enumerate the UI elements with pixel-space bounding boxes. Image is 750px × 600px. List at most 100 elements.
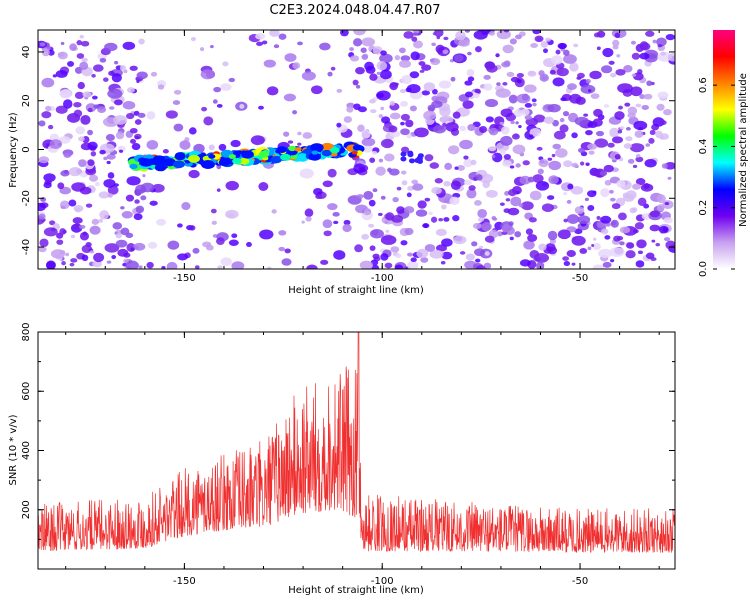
- heatmap-cell: [60, 170, 70, 177]
- heatmap-cell: [532, 102, 537, 107]
- heatmap-cell: [459, 251, 466, 255]
- heatmap-cell: [146, 261, 154, 269]
- heatmap-cell: [567, 214, 580, 224]
- heatmap-cell: [89, 174, 99, 182]
- heatmap-cell: [430, 216, 438, 223]
- heatmap-cell: [450, 76, 456, 82]
- heatmap-cell: [611, 203, 621, 210]
- heatmap-cell: [122, 41, 136, 50]
- heatmap-cell: [97, 106, 107, 113]
- heatmap-cell: [665, 33, 675, 41]
- heatmap-cell: [91, 95, 98, 100]
- heatmap-cell: [555, 148, 568, 158]
- heatmap-cell: [375, 166, 386, 176]
- heatmap-cell: [372, 253, 380, 259]
- heatmap-cell: [104, 243, 120, 253]
- heatmap-cell: [146, 140, 159, 150]
- heatmap-cell: [343, 116, 353, 123]
- heatmap-cell: [436, 35, 441, 40]
- heatmap-cell: [624, 102, 631, 107]
- heatmap-cell: [165, 110, 178, 119]
- heatmap-cell: [63, 152, 72, 158]
- heatmap-cell: [625, 126, 631, 131]
- heatmap-cell: [194, 265, 200, 269]
- heatmap-cell: [501, 126, 510, 135]
- heatmap-cell: [643, 93, 653, 100]
- heatmap-cell: [103, 77, 109, 82]
- x-tick-label: -100: [371, 576, 394, 587]
- heatmap-cell: [499, 202, 505, 206]
- heatmap-cell: [431, 100, 443, 108]
- heatmap-cell: [65, 252, 70, 257]
- heatmap-cell: [566, 226, 577, 233]
- heatmap-cell: [181, 202, 191, 211]
- heatmap-cell: [429, 249, 444, 259]
- heatmap-cell: [517, 79, 522, 84]
- heatmap-cell: [562, 111, 570, 117]
- heatmap-cell: [173, 89, 182, 95]
- heatmap-cell: [459, 139, 473, 150]
- heatmap-cell: [400, 170, 407, 175]
- heatmap-cell: [577, 72, 585, 79]
- heatmap-cell: [644, 158, 657, 168]
- heatmap-cell: [433, 58, 440, 63]
- heatmap-cell: [458, 39, 470, 47]
- heatmap-cell: [188, 169, 200, 179]
- heatmap-cell: [39, 42, 46, 47]
- heatmap-cell: [322, 180, 333, 188]
- heatmap-cell: [361, 129, 371, 139]
- heatmap-cell: [87, 129, 93, 136]
- heatmap-cell: [216, 188, 221, 192]
- colorbar-tick-label: 0.0: [698, 261, 709, 277]
- x-tick-label: -50: [572, 273, 588, 284]
- heatmap-cell: [323, 230, 332, 237]
- colorbar-tick-label: 0.4: [698, 138, 709, 154]
- heatmap-cell: [38, 246, 47, 253]
- heatmap-cell: [292, 110, 298, 115]
- heatmap-cell: [616, 54, 621, 58]
- heatmap-cell: [463, 179, 473, 186]
- heatmap-cell: [614, 32, 621, 39]
- heatmap-cell: [263, 59, 276, 68]
- heatmap-cell: [563, 192, 568, 196]
- heatmap-cell: [177, 223, 183, 228]
- heatmap-cell: [103, 179, 116, 188]
- heatmap-cell: [359, 260, 373, 269]
- heatmap-cell: [349, 47, 354, 52]
- snr-series-line: [38, 332, 675, 553]
- heatmap-cell: [129, 65, 138, 71]
- heatmap-cell: [356, 194, 364, 199]
- heatmap-cell: [475, 265, 486, 269]
- heatmap-cell: [533, 253, 550, 263]
- heatmap-cell: [213, 86, 222, 93]
- heatmap-cell: [371, 264, 380, 269]
- heatmap-cell: [639, 94, 646, 100]
- heatmap-cell: [50, 227, 56, 232]
- heatmap-cell: [113, 99, 123, 106]
- heatmap-cell: [608, 60, 615, 65]
- heatmap-cell: [488, 127, 499, 136]
- heatmap-cell: [552, 77, 565, 87]
- colorbar-label: Normalized spectral amplitude: [738, 73, 749, 227]
- heatmap-cell: [327, 203, 338, 211]
- heatmap-cell: [81, 254, 89, 262]
- heatmap-cell: [519, 259, 531, 267]
- signal-cell: [228, 154, 236, 159]
- heatmap-cell: [637, 250, 644, 255]
- heatmap-cell: [662, 227, 669, 232]
- heatmap-cell: [563, 160, 573, 168]
- heatmap-cell: [417, 200, 427, 209]
- heatmap-cell: [388, 125, 398, 133]
- heatmap-cell: [111, 73, 122, 83]
- heatmap-cell: [380, 235, 397, 245]
- heatmap-cell: [509, 38, 517, 45]
- heatmap-cell: [439, 106, 451, 117]
- signal-cell: [270, 156, 282, 164]
- heatmap-cell: [529, 190, 542, 201]
- heatmap-cell: [140, 195, 147, 201]
- heatmap-cell: [513, 109, 523, 118]
- heatmap-cell: [121, 210, 133, 219]
- heatmap-cell: [619, 226, 631, 234]
- heatmap-cell: [539, 73, 549, 82]
- signal-cell: [400, 156, 407, 162]
